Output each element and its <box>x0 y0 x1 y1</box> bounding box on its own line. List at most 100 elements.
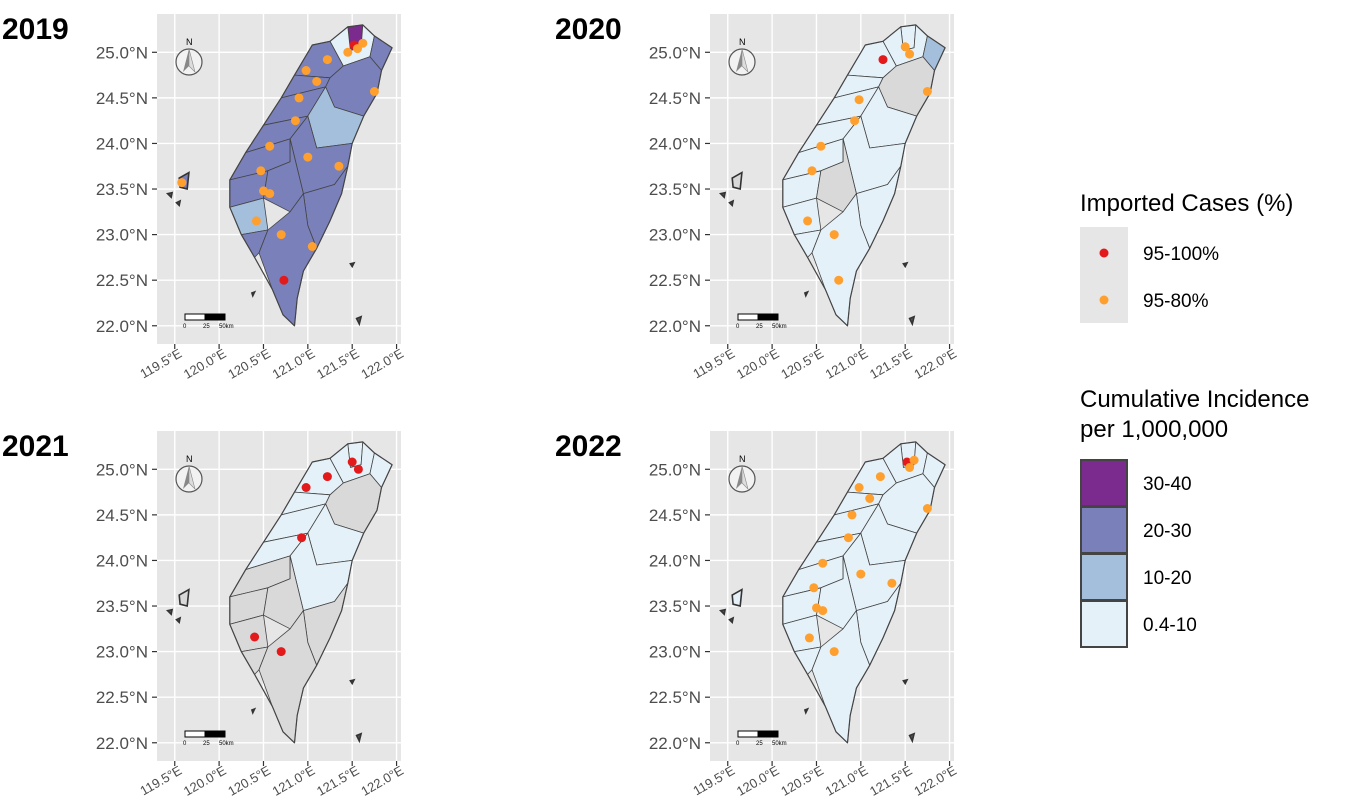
y-tick-label: 23.0°N <box>649 226 701 245</box>
offshore-island <box>803 290 810 298</box>
offshore-island <box>349 261 356 269</box>
legend-swatch-0.4-10 <box>1080 600 1128 648</box>
y-tick-label: 22.0°N <box>96 734 148 753</box>
scale-bar: 0 25 50km <box>736 313 787 330</box>
y-tick-label: 23.5°N <box>649 597 701 616</box>
y-tick-label: 25.0°N <box>649 460 701 479</box>
offshore-island <box>731 588 743 608</box>
panel-title: 2019 <box>2 13 69 46</box>
x-tick-label: 121.0°E <box>270 345 318 381</box>
scale-bar: 0 25 50km <box>183 730 234 747</box>
case-point-orange <box>887 578 897 588</box>
y-tick-label: 23.0°N <box>649 643 701 662</box>
offshore-island <box>165 191 174 199</box>
case-point-orange <box>843 533 853 543</box>
offshore-island <box>349 678 356 686</box>
north-arrow-icon: N <box>728 37 756 76</box>
scale-label: 0 <box>736 741 740 747</box>
legend-fill-title-line2: per 1,000,000 <box>1080 416 1228 443</box>
offshore-island <box>902 261 909 269</box>
case-point-orange <box>807 166 817 176</box>
y-tick-label: 22.5°N <box>649 271 701 290</box>
island-outline <box>229 24 393 327</box>
case-point-red <box>878 55 888 65</box>
offshore-island <box>728 616 735 625</box>
x-tick-label: 120.0°E <box>734 345 782 381</box>
legend-point-label-orange: 95-80% <box>1143 291 1209 312</box>
y-tick-label: 24.5°N <box>649 89 701 108</box>
scale-bar: 0 25 50km <box>183 313 234 330</box>
scale-bar: 0 25 50km <box>736 730 787 747</box>
offshore-island <box>175 616 182 625</box>
y-tick-label: 24.5°N <box>649 506 701 525</box>
legend-fill-label-20-30: 20-30 <box>1143 521 1192 542</box>
x-tick-label: 119.5°E <box>137 762 184 798</box>
x-tick-label: 122.0°E <box>911 762 959 798</box>
legend-point-orange <box>1099 295 1109 305</box>
case-point-orange <box>290 116 300 126</box>
offshore-island <box>728 199 735 208</box>
scale-label: 25 <box>756 324 763 330</box>
x-tick-label: 120.5°E <box>778 345 826 381</box>
y-tick-label: 24.0°N <box>96 551 148 570</box>
x-tick-label: 120.5°E <box>225 345 273 381</box>
case-point-orange <box>818 558 828 568</box>
case-point-orange <box>900 42 910 52</box>
case-point-orange <box>809 583 819 593</box>
y-tick-label: 22.5°N <box>96 688 148 707</box>
y-tick-label: 25.0°N <box>96 43 148 62</box>
legend-points-title: Imported Cases (%) <box>1080 190 1293 217</box>
scale-label: 25 <box>756 741 763 747</box>
case-point-orange <box>358 38 368 48</box>
offshore-island <box>355 315 363 327</box>
case-point-orange <box>922 87 932 96</box>
x-tick-label: 122.0°E <box>911 345 959 381</box>
y-tick-label: 22.5°N <box>649 688 701 707</box>
case-point-red <box>322 472 332 482</box>
x-tick-label: 120.0°E <box>181 762 229 798</box>
case-point-orange <box>856 569 866 579</box>
y-tick-label: 22.0°N <box>96 317 148 336</box>
legend-point-red <box>1099 248 1109 258</box>
case-point-orange <box>818 606 828 616</box>
case-point-orange <box>922 504 932 513</box>
x-tick-label: 121.0°E <box>270 762 318 798</box>
case-point-red <box>279 275 289 285</box>
map-plot-area: 119.5°E120.0°E120.5°E121.0°E121.5°E122.0… <box>649 14 959 382</box>
legend-swatch-10-20 <box>1080 553 1128 601</box>
scale-label: 50km <box>772 324 787 330</box>
offshore-island <box>355 732 363 744</box>
x-tick-label: 121.5°E <box>867 762 915 798</box>
y-tick-label: 23.0°N <box>96 226 148 245</box>
offshore-island <box>165 608 174 616</box>
island-outline <box>229 441 393 744</box>
case-point-orange <box>816 141 826 151</box>
x-tick-label: 121.0°E <box>823 762 871 798</box>
north-label: N <box>739 37 746 47</box>
x-tick-label: 121.5°E <box>314 762 362 798</box>
x-tick-label: 120.5°E <box>778 762 826 798</box>
x-tick-label: 122.0°E <box>358 345 406 381</box>
map-panel-2020: 2020 119.5°E120.0°E120.5°E121.0°E121.5°E1… <box>555 13 959 382</box>
case-point-orange <box>909 455 919 465</box>
case-point-orange <box>905 49 915 59</box>
case-point-orange <box>307 242 317 251</box>
map-panel-2022: 2022 119.5°E120.0°E120.5°E121.0°E121.5°E1… <box>555 430 959 799</box>
scale-label: 0 <box>183 324 187 330</box>
offshore-island <box>908 315 916 327</box>
x-tick-label: 119.5°E <box>690 345 737 381</box>
map-plot-area: 119.5°E120.0°E120.5°E121.0°E121.5°E122.0… <box>96 14 406 382</box>
offshore-island <box>175 199 182 208</box>
legend-fill-label-0.4-10: 0.4-10 <box>1143 615 1197 636</box>
offshore-island <box>718 191 727 199</box>
legend-cumulative-incidence: Cumulative Incidence per 1,000,000 30-40… <box>1080 386 1309 648</box>
panel-title: 2022 <box>555 430 622 463</box>
case-point-orange <box>322 55 332 65</box>
offshore-island <box>718 608 727 616</box>
legend-fill-label-30-40: 30-40 <box>1143 474 1192 495</box>
case-point-orange <box>854 483 864 492</box>
case-point-orange <box>303 152 313 162</box>
case-point-orange <box>265 189 275 199</box>
y-tick-label: 23.0°N <box>96 643 148 662</box>
x-tick-label: 121.5°E <box>314 345 362 381</box>
